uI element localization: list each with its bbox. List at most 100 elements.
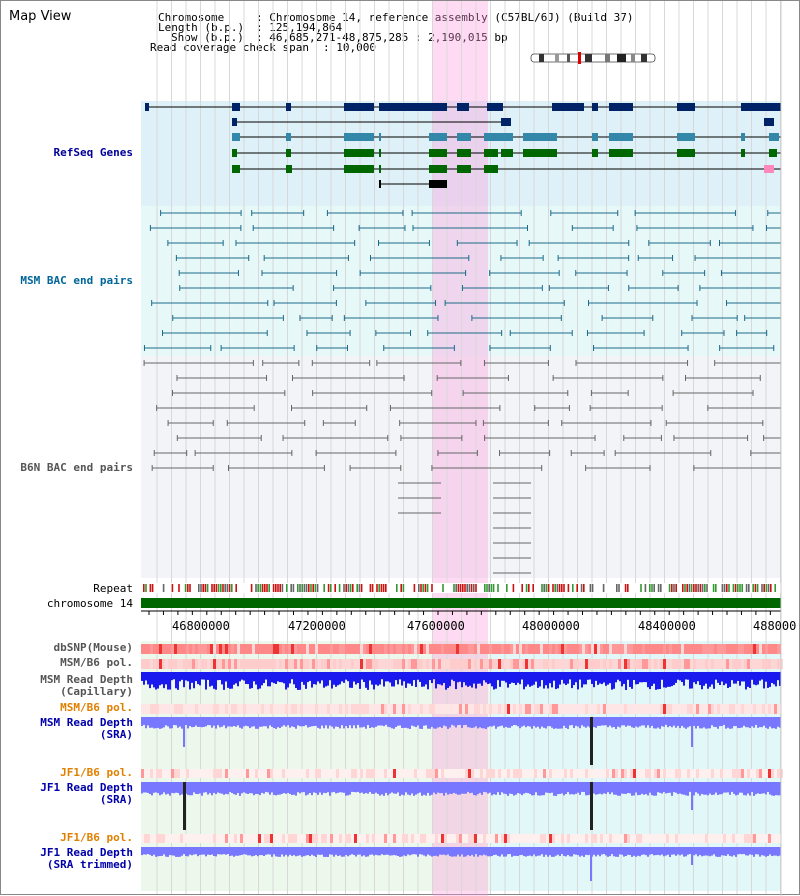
gene-exon bbox=[286, 133, 291, 141]
depth-bar bbox=[605, 782, 607, 794]
depth-bar bbox=[779, 717, 781, 728]
depth-bar bbox=[695, 672, 697, 685]
depth-bar bbox=[567, 782, 569, 793]
track-label-b6n-bac[interactable]: B6N BAC end pairs bbox=[20, 461, 133, 474]
depth-bar bbox=[159, 782, 161, 796]
heat-cell bbox=[408, 704, 411, 714]
heat-cell bbox=[213, 644, 216, 654]
track-label-msm-depth-sra[interactable]: MSM Read Depth bbox=[40, 716, 133, 729]
heat-cell bbox=[438, 659, 441, 669]
depth-bar bbox=[637, 782, 639, 796]
repeat-mark bbox=[756, 584, 759, 592]
repeat-mark bbox=[275, 584, 277, 592]
heat-cell bbox=[663, 659, 666, 669]
heat-cell bbox=[207, 659, 210, 669]
depth-bar bbox=[609, 672, 611, 684]
track-label-msm-depth-capillary[interactable]: MSM Read Depth bbox=[40, 673, 133, 686]
depth-bar bbox=[307, 782, 309, 795]
heat-cell bbox=[489, 769, 492, 778]
depth-bar bbox=[255, 672, 257, 685]
heat-cell bbox=[549, 769, 552, 778]
depth-bar bbox=[693, 847, 695, 856]
depth-bar bbox=[519, 717, 521, 729]
heat-cell bbox=[291, 834, 294, 843]
depth-bar bbox=[693, 782, 695, 796]
depth-bar bbox=[249, 847, 251, 856]
depth-bar bbox=[539, 847, 541, 856]
heat-cell bbox=[372, 834, 375, 843]
depth-bar bbox=[537, 672, 539, 688]
depth-bar bbox=[341, 847, 343, 857]
track-label-jf1-b6-pol-2[interactable]: JF1/B6 pol. bbox=[60, 831, 133, 844]
depth-bar bbox=[719, 847, 721, 857]
heat-cell bbox=[759, 644, 762, 654]
depth-bar bbox=[355, 717, 357, 729]
depth-bar bbox=[403, 672, 405, 682]
depth-bar bbox=[535, 782, 537, 793]
track-label-refseq[interactable]: RefSeq Genes bbox=[53, 146, 133, 159]
heat-cell bbox=[486, 769, 489, 778]
track-label-jf1-depth-trimmed[interactable]: JF1 Read Depth bbox=[40, 846, 133, 859]
depth-bar bbox=[245, 847, 247, 855]
heat-cell bbox=[210, 644, 213, 654]
gene-exon bbox=[484, 133, 502, 141]
depth-bar bbox=[303, 672, 305, 685]
heat-cell bbox=[699, 659, 702, 669]
depth-bar bbox=[517, 782, 519, 794]
track-label-dbsnp[interactable]: dbSNP(Mouse) bbox=[53, 641, 133, 654]
depth-bar bbox=[151, 717, 153, 728]
depth-bar bbox=[493, 717, 495, 726]
repeat-mark bbox=[561, 584, 563, 592]
depth-bar bbox=[751, 672, 753, 680]
track-label-jf1-depth-sra[interactable]: JF1 Read Depth bbox=[40, 781, 133, 794]
depth-bar bbox=[665, 847, 667, 856]
depth-bar bbox=[297, 782, 299, 793]
depth-bar bbox=[705, 672, 707, 684]
depth-bar bbox=[389, 847, 391, 856]
depth-bar bbox=[607, 717, 609, 728]
depth-bar bbox=[621, 717, 623, 726]
depth-bar bbox=[231, 847, 233, 856]
depth-bar bbox=[491, 672, 493, 687]
depth-bar bbox=[623, 672, 625, 684]
track-label-msm-bac[interactable]: MSM BAC end pairs bbox=[20, 274, 133, 287]
depth-bar bbox=[405, 782, 407, 793]
depth-bar bbox=[337, 672, 339, 686]
depth-bar bbox=[745, 717, 747, 728]
heat-cell bbox=[327, 704, 330, 714]
heat-cell bbox=[468, 834, 471, 843]
repeat-mark bbox=[206, 584, 209, 592]
depth-bar bbox=[705, 847, 707, 856]
heat-cell bbox=[720, 644, 723, 654]
depth-bar bbox=[297, 847, 299, 856]
depth-bar bbox=[697, 672, 699, 682]
depth-bar bbox=[751, 782, 753, 793]
heat-cell bbox=[564, 659, 567, 669]
depth-bar bbox=[773, 672, 775, 685]
depth-bar bbox=[529, 717, 531, 727]
repeat-mark bbox=[455, 584, 457, 592]
track-label-msm-b6-pol[interactable]: MSM/B6 pol. bbox=[60, 656, 133, 669]
depth-bar bbox=[497, 672, 499, 681]
heat-cell bbox=[585, 704, 588, 714]
depth-bar bbox=[339, 782, 341, 793]
depth-bar bbox=[201, 717, 203, 728]
depth-bar bbox=[431, 782, 433, 795]
depth-bar bbox=[169, 672, 171, 690]
repeat-mark bbox=[299, 584, 301, 592]
depth-bar bbox=[697, 717, 699, 726]
depth-bar bbox=[449, 847, 451, 857]
depth-bar bbox=[633, 847, 635, 856]
depth-bar bbox=[289, 847, 291, 855]
track-label-jf1-b6-pol[interactable]: JF1/B6 pol. bbox=[60, 766, 133, 779]
depth-bar bbox=[203, 672, 205, 680]
track-label-msm-b6-pol-2[interactable]: MSM/B6 pol. bbox=[60, 701, 133, 714]
repeat-mark bbox=[349, 584, 352, 592]
depth-bar bbox=[143, 782, 145, 793]
depth-bar bbox=[263, 847, 265, 857]
heat-cell bbox=[753, 834, 756, 843]
heat-cell bbox=[513, 704, 516, 714]
depth-bar bbox=[239, 717, 241, 728]
heat-cell bbox=[675, 769, 678, 778]
